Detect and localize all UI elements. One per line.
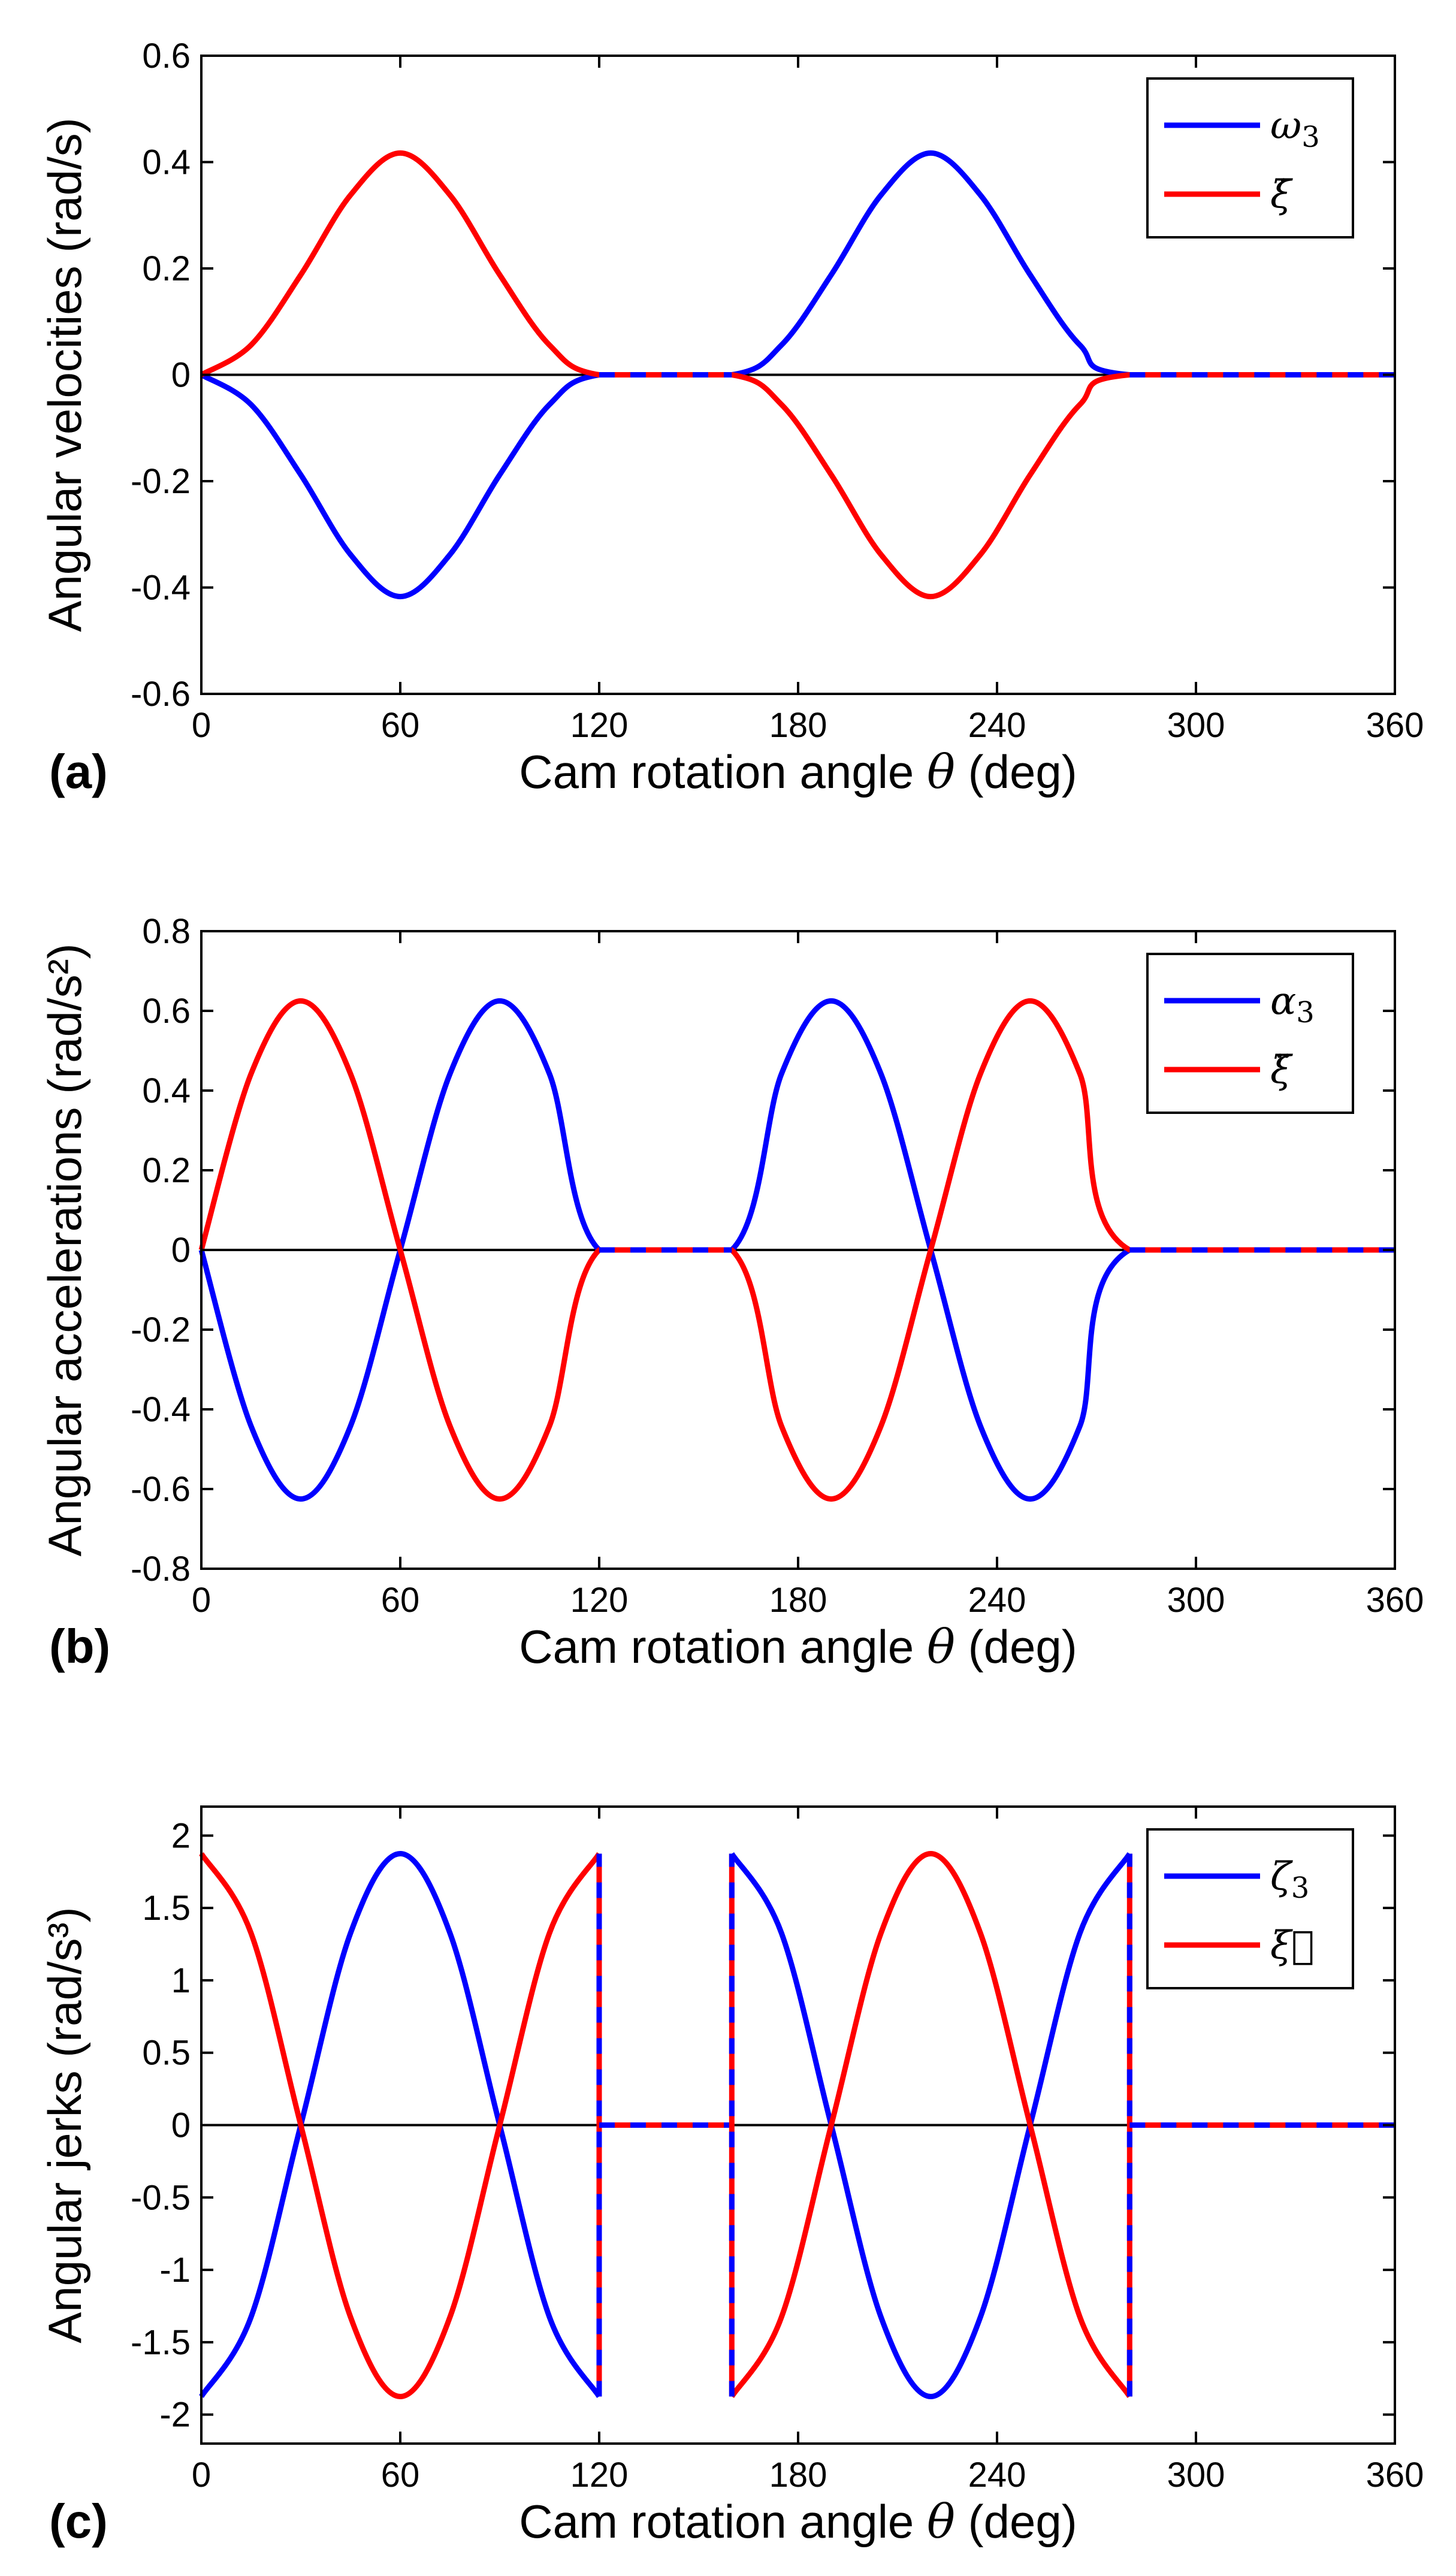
y-tick-label: -1 — [159, 2251, 191, 2290]
y-tick-label: 0.2 — [142, 249, 191, 288]
y-tick-label: 0 — [171, 2106, 191, 2145]
panel-label: (b) — [49, 1620, 110, 1673]
x-tick-label: 60 — [381, 1581, 420, 1620]
legend-box — [1146, 77, 1354, 238]
y-tick-label: 0.5 — [142, 2034, 191, 2073]
x-tick-label: 360 — [1366, 706, 1424, 745]
legend-box — [1146, 953, 1354, 1114]
x-tick-label: 240 — [968, 1581, 1026, 1620]
panel-label: (a) — [49, 745, 108, 798]
y-tick-label: 0.4 — [142, 143, 191, 182]
series-line-xi_ddot — [198, 998, 1395, 1502]
y-tick-label: 0 — [171, 1231, 191, 1270]
series-line-xi_dddot_a — [199, 1852, 602, 2399]
series-line-xi_dddot_b — [729, 1851, 1132, 2398]
x-tick-label: 360 — [1366, 2456, 1424, 2495]
y-tick-label: 1 — [171, 1961, 191, 2000]
x-tick-label: 60 — [381, 2456, 420, 2495]
legend-label: ω3 — [1270, 104, 1320, 154]
y-tick-label: 0.6 — [142, 37, 191, 76]
y-tick-label: -0.4 — [131, 569, 191, 608]
x-tick-label: 300 — [1167, 1581, 1225, 1620]
x-tick-label: 180 — [769, 2456, 827, 2495]
x-tick-label: 120 — [570, 1581, 629, 1620]
x-tick-label: 300 — [1167, 2456, 1225, 2495]
y-axis-label: Angular jerks (rad/s³) — [38, 1907, 91, 2343]
legend-label: ξ̇ — [1270, 173, 1293, 217]
y-tick-label: 0 — [171, 356, 191, 395]
x-tick-label: 240 — [968, 2456, 1026, 2495]
x-tick-label: 0 — [192, 706, 211, 745]
y-axis-label: Angular accelerations (rad/s²) — [38, 943, 91, 1556]
x-axis-label: Cam rotation angle θ (deg) — [519, 2495, 1077, 2549]
legend-label: ξ̈ — [1270, 1048, 1293, 1092]
y-tick-label: -0.4 — [131, 1390, 191, 1429]
x-tick-label: 300 — [1167, 706, 1225, 745]
y-tick-label: -0.2 — [131, 1310, 191, 1349]
series-line-xi_dot — [200, 150, 1395, 600]
y-tick-label: 1.5 — [142, 1889, 191, 1928]
x-axis-label: Cam rotation angle θ (deg) — [519, 745, 1077, 799]
x-tick-label: 180 — [769, 1581, 827, 1620]
y-tick-label: -1.5 — [131, 2323, 191, 2362]
x-tick-label: 60 — [381, 706, 420, 745]
y-tick-label: -0.6 — [131, 675, 191, 714]
y-tick-label: -0.8 — [131, 1550, 191, 1589]
legend-box — [1146, 1828, 1354, 1989]
y-tick-label: 2 — [171, 1816, 191, 1855]
y-tick-label: -0.5 — [131, 2178, 191, 2217]
panel-b: 0 60 120 180 240 300 360 -0.8 -0.6 -0.4 -0.2 0 0.2 0.… — [38, 912, 1424, 1674]
panel-a: 0 60 120 180 240 300 360 -0.6 -0.4 -0.2 0 0.2 0.4 0.6… — [38, 37, 1424, 799]
y-tick-label: 0.2 — [142, 1151, 191, 1190]
y-tick-label: -0.6 — [131, 1470, 191, 1509]
series-line-zeta3_b — [729, 1852, 1132, 2399]
legend-label: ζ3 — [1270, 1855, 1309, 1905]
y-axis-label: Angular velocities (rad/s) — [38, 117, 91, 632]
panel-label: (c) — [49, 2495, 108, 2548]
x-tick-label: 180 — [769, 706, 827, 745]
y-tick-label: -0.2 — [131, 462, 191, 501]
x-tick-label: 0 — [192, 1581, 211, 1620]
panel-c: 0 60 120 180 240 300 360 -2 -1.5 -1 -0.5 0 0.5 1 1.5 2 C… — [38, 1805, 1424, 2549]
y-tick-label: 0.4 — [142, 1071, 191, 1110]
y-tick-label: 0.6 — [142, 992, 191, 1031]
x-tick-label: 120 — [570, 2456, 629, 2495]
legend-label: ξ⃛ — [1270, 1923, 1315, 1968]
y-tick-label: 0.8 — [142, 912, 191, 951]
y-tick-label: -2 — [159, 2396, 191, 2435]
x-axis-label: Cam rotation angle θ (deg) — [519, 1620, 1077, 1674]
x-tick-label: 240 — [968, 706, 1026, 745]
x-tick-label: 0 — [192, 2456, 211, 2495]
x-tick-label: 120 — [570, 706, 629, 745]
x-tick-label: 360 — [1366, 1581, 1424, 1620]
series-line-zeta3_a — [199, 1851, 602, 2398]
legend-label: α3 — [1270, 979, 1315, 1029]
